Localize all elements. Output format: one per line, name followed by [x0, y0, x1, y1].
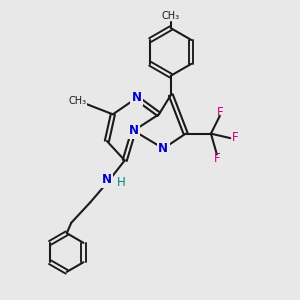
Text: CH₃: CH₃	[162, 11, 180, 21]
Text: F: F	[232, 131, 239, 144]
Text: N: N	[158, 142, 168, 155]
Text: F: F	[214, 152, 221, 165]
Text: F: F	[217, 106, 224, 119]
Text: N: N	[132, 92, 142, 104]
Text: N: N	[102, 173, 112, 186]
Text: H: H	[116, 176, 125, 189]
Text: N: N	[129, 124, 139, 137]
Text: CH₃: CH₃	[68, 96, 86, 106]
